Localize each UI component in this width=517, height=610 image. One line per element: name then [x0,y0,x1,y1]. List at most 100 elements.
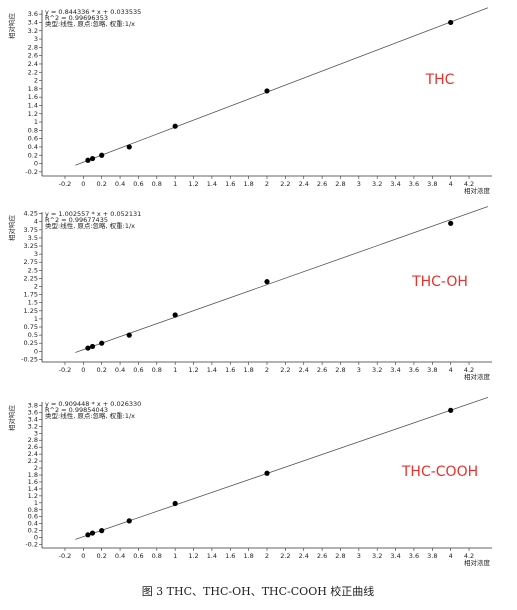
fit-type: 类型:线性, 原点:忽略, 权重:1/x [45,221,135,230]
data-point [126,518,132,524]
data-point [264,279,270,285]
x-tick-label: 3.8 [427,366,437,374]
x-tick-label: 4.2 [464,366,474,374]
x-tick-label: 0 [81,180,85,188]
x-tick-label: 3.4 [390,180,400,188]
y-tick-label: 2.8 [28,436,38,444]
x-tick-label: 1.2 [188,366,198,374]
y-tick-label: 3.75 [24,226,38,234]
y-tick-label: 3.4 [28,415,38,423]
y-tick-label: 2.6 [28,443,38,451]
y-tick-label: 1.6 [28,93,38,101]
x-tick-label: 1.6 [225,366,235,374]
x-tick-label: 4 [449,552,453,560]
x-axis-label: 相对浓度 [464,558,491,567]
series-label: THC-COOH [401,464,478,480]
data-point [172,312,178,318]
y-tick-label: 0 [34,534,38,542]
x-tick-label: 2 [265,552,269,560]
y-tick-label: -0.2 [25,168,38,176]
y-tick-label: 0.5 [28,331,38,339]
r-squared: R^2 = 0.99696353 [45,14,108,22]
y-tick-label: 1.8 [28,471,38,479]
y-tick-label: 0.75 [24,323,38,331]
x-tick-label: 4 [449,180,453,188]
data-point [85,157,91,163]
y-tick-label: 0 [34,347,38,355]
y-tick-label: 0.4 [28,520,38,528]
equation: y = 0.909448 * x + 0.026330 [45,400,141,408]
x-tick-label: 2.8 [335,366,345,374]
x-tick-label: 2.6 [317,366,327,374]
y-tick-label: 1.6 [28,478,38,486]
x-tick-label: -0.2 [59,552,72,560]
fit-line [75,7,489,166]
fit-line [75,396,489,540]
x-tick-label: 0.4 [115,180,125,188]
x-tick-label: 3.2 [372,552,382,560]
x-tick-label: 0.6 [133,552,143,560]
data-point [89,343,96,350]
r-squared: R^2 = 0.99854043 [45,406,108,414]
data-point [126,332,132,338]
y-tick-label: 3.6 [28,10,38,18]
x-tick-label: 1 [173,552,177,560]
x-tick-label: 3 [357,180,361,188]
y-axis-label: 相对响应 [7,13,16,40]
y-tick-label: 1 [34,118,38,126]
y-tick-label: 2 [34,464,38,472]
data-point [85,345,91,351]
x-tick-label: 1.6 [225,180,235,188]
y-tick-label: 1.4 [28,101,38,109]
data-point [99,528,105,534]
data-point [172,500,178,507]
fit-type: 类型:线性, 原点:忽略, 权重:1/x [45,19,135,28]
data-point [448,220,454,226]
x-tick-label: 2.4 [299,552,309,560]
x-axis-label: 相对浓度 [464,372,491,381]
y-tick-label: 0.6 [28,135,38,143]
y-tick-label: 0.25 [24,339,38,347]
data-point [448,19,454,26]
data-point [89,530,96,536]
y-tick-label: 1.4 [28,485,38,493]
x-tick-label: 0.4 [115,552,125,560]
x-tick-label: 0 [81,552,85,560]
y-tick-label: 3 [34,35,38,43]
data-point [264,88,270,94]
y-tick-label: 2 [34,283,38,291]
series-label: THC-OH [411,274,468,290]
y-tick-label: 3.2 [28,27,38,35]
fit-type: 类型:线性, 原点:忽略, 权重:1/x [45,411,135,420]
x-axis-label: 相对浓度 [464,186,491,195]
y-tick-label: 1.2 [28,492,38,500]
x-tick-label: 0 [81,366,85,374]
r-squared: R^2 = 0.99677435 [45,216,108,224]
x-tick-label: 1.6 [225,552,235,560]
x-tick-label: 0.2 [97,180,107,188]
x-tick-label: 3 [357,366,361,374]
x-tick-label: 3.2 [372,366,382,374]
y-tick-label: 0.6 [28,513,38,521]
y-tick-label: 2.8 [28,43,38,51]
y-tick-label: 1.75 [24,291,38,299]
y-tick-label: 3.4 [28,18,38,26]
x-tick-label: 1.8 [243,366,253,374]
y-tick-label: -0.2 [25,541,38,549]
data-point [126,144,132,150]
y-tick-label: 1.2 [28,110,38,118]
x-tick-label: 1.4 [207,366,217,374]
y-tick-label: 2.4 [28,450,38,458]
x-tick-label: 0.4 [115,366,125,374]
y-tick-label: 0 [34,160,38,168]
y-tick-label: 3 [34,250,38,258]
x-tick-label: 0.6 [133,366,143,374]
y-axis-label: 相对响应 [7,405,16,432]
x-tick-label: 3.4 [390,552,400,560]
x-tick-label: 4.2 [464,552,474,560]
equation: y = 0.844336 * x + 0.033535 [45,8,141,16]
x-tick-label: 3.2 [372,180,382,188]
x-tick-label: 1.2 [188,180,198,188]
